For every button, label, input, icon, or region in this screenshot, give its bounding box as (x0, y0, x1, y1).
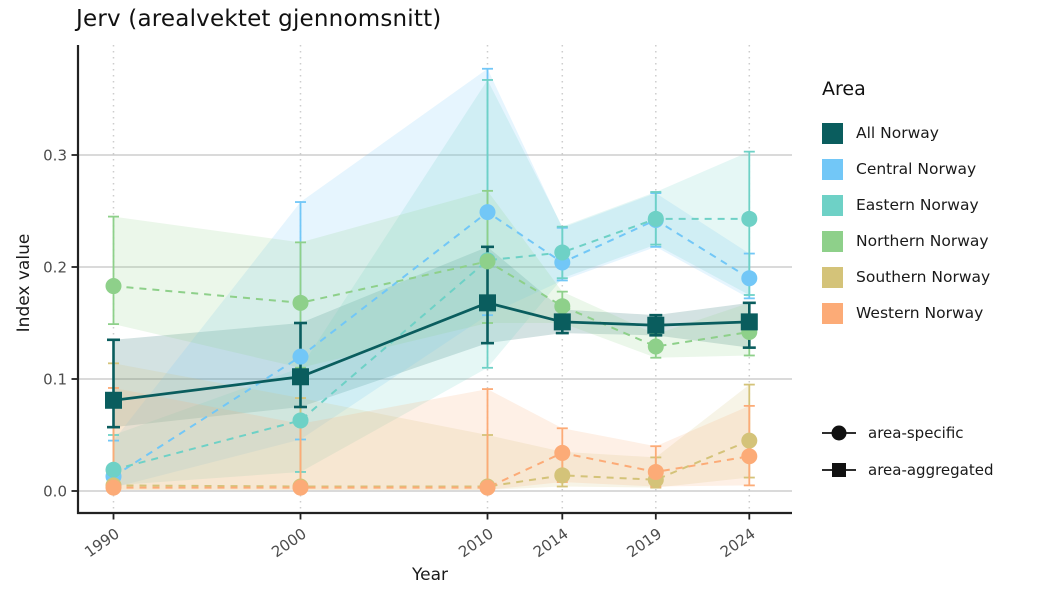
legend-item-label: Western Norway (856, 304, 984, 322)
legend-item-label: All Norway (856, 124, 939, 142)
legend-item-eastern-norway: Eastern Norway (822, 187, 990, 223)
ribbon-all-norway (113, 246, 750, 428)
shape-legend-label: area-aggregated (868, 460, 994, 479)
x-tick-label: 2024 (717, 525, 759, 562)
legend-swatch-icon (822, 266, 843, 288)
y-axis-label: Index value (14, 233, 34, 333)
legend-item-label: Eastern Norway (856, 196, 979, 214)
area-legend-items: All Norway Central Norway Eastern Norway No… (822, 115, 990, 331)
y-tick-label: 0.0 (43, 483, 67, 501)
x-tick-label: 2010 (455, 525, 497, 562)
x-axis-label: Year (412, 565, 448, 585)
y-tick-label: 0.2 (43, 259, 67, 277)
legend-swatch-icon (822, 122, 843, 144)
line-all-norway (113, 301, 750, 402)
x-tick-label: 2000 (268, 525, 310, 562)
shape-legend-items: area-specific area-aggregated (822, 414, 994, 488)
y-tick-label: 0.3 (43, 147, 67, 165)
legend-item-area-aggregated: area-aggregated (822, 451, 994, 488)
y-tick-label: 0.1 (43, 371, 67, 389)
legend-swatch-icon (822, 230, 843, 252)
line-southern-norway (113, 439, 750, 488)
area-specific-circle-icon (822, 425, 856, 440)
chart-plot: 1990 2000 2010 2014 2019 2024 0.0 0.1 0.2 0.3 (43, 45, 792, 562)
legend-item-southern-norway: Southern Norway (822, 259, 990, 295)
line-central-norway (112, 210, 750, 478)
legend-item-all-norway: All Norway (822, 115, 990, 151)
ribbon-eastern-norway (113, 79, 750, 486)
shape-legend-label: area-specific (868, 423, 964, 442)
legend-item-label: Northern Norway (856, 232, 989, 250)
legend-swatch-icon (822, 194, 843, 216)
legend-swatch-icon (822, 302, 843, 324)
ribbon-central-norway (113, 68, 750, 488)
x-tick-label: 1990 (81, 525, 123, 562)
points-all-norway (105, 294, 758, 409)
line-northern-norway (113, 260, 750, 348)
chart-title: Jerv (arealvektet gjennomsnitt) (76, 6, 442, 32)
legend-area-title: Area (822, 78, 866, 100)
points-northern-norway (105, 253, 758, 355)
area-aggregated-square-icon (822, 462, 856, 477)
legend-item-western-norway: Western Norway (822, 295, 990, 331)
legend-item-label: Central Norway (856, 160, 977, 178)
legend-item-area-specific: area-specific (822, 414, 994, 451)
legend-item-northern-norway: Northern Norway (822, 223, 990, 259)
legend-item-label: Southern Norway (856, 268, 991, 286)
x-tick-label: 2014 (530, 525, 572, 562)
legend-swatch-icon (822, 158, 843, 180)
line-eastern-norway (113, 217, 750, 471)
ribbon-western-norway (113, 387, 750, 490)
legend-item-central-norway: Central Norway (822, 151, 990, 187)
x-tick-label: 2019 (623, 525, 665, 562)
points-western-norway (105, 444, 758, 496)
